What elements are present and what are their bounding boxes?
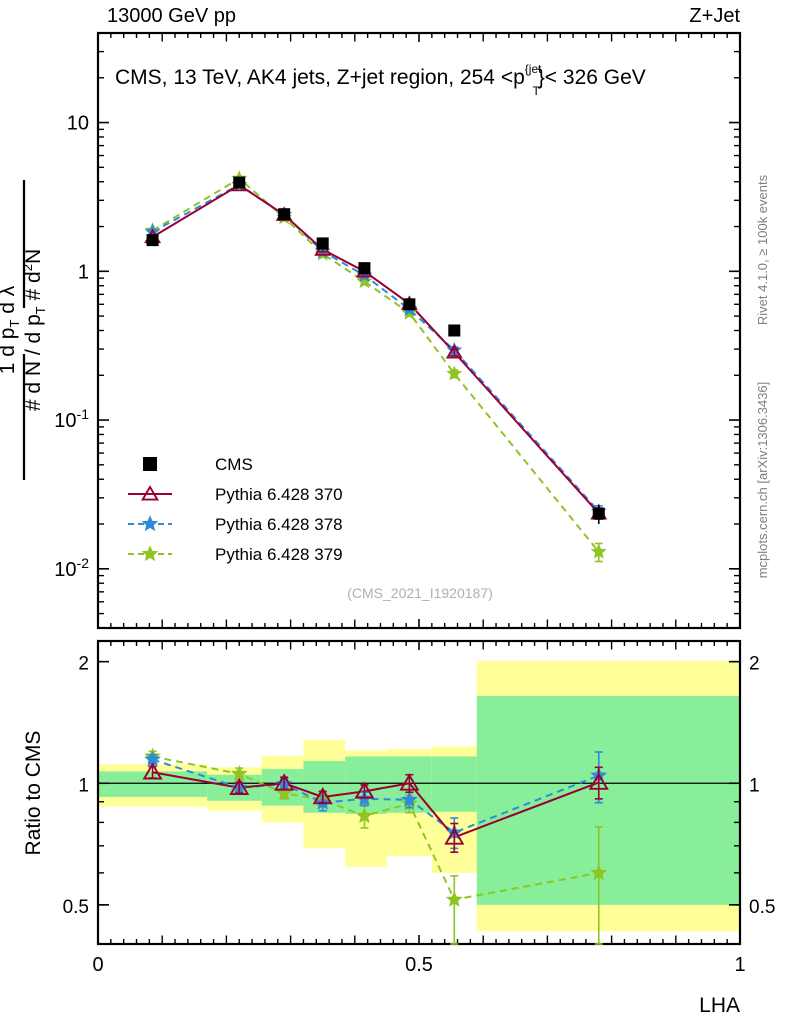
marker-triangle xyxy=(588,772,609,790)
xaxis-label: LHA xyxy=(699,994,740,1017)
marker-star xyxy=(230,765,248,781)
band-inner-6 xyxy=(431,756,477,812)
marker-square xyxy=(233,176,246,189)
marker-star xyxy=(445,890,463,907)
ratio-series-2 xyxy=(152,755,599,901)
marker-triangle xyxy=(354,781,375,799)
marker-square xyxy=(592,507,605,520)
marker-triangle xyxy=(142,762,163,780)
xaxis-tick-label: 1 xyxy=(734,954,745,976)
main-series-pythia-6.428-379 xyxy=(152,177,600,553)
header-collision-energy: 13000 GeV pp xyxy=(107,5,236,27)
marker-star xyxy=(400,791,418,807)
marker-star xyxy=(141,515,159,532)
rivet-version-label: Rivet 4.1.0, ≥ 100k events xyxy=(755,174,770,325)
ratio-tick-label-left: 0.5 xyxy=(63,897,89,918)
yaxis-label-upper: 1 d pT d λ xyxy=(0,285,22,374)
marker-square xyxy=(316,237,329,250)
legend-label-2: Pythia 6.428 378 xyxy=(215,515,343,534)
ratio-tick-label-right: 2 xyxy=(749,654,760,675)
yaxis-tick-label: 10-2 xyxy=(54,555,89,581)
marker-triangle xyxy=(399,773,420,791)
marker-square xyxy=(143,457,157,471)
marker-triangle xyxy=(140,485,160,501)
marker-triangle xyxy=(312,787,333,805)
xaxis-tick-label: 0.5 xyxy=(405,954,433,976)
main-panel-frame xyxy=(96,31,742,630)
marker-square xyxy=(448,324,461,337)
marker-square xyxy=(146,234,159,247)
legend-label-0: CMS xyxy=(215,455,253,474)
marker-star xyxy=(446,365,463,381)
legend-label-1: Pythia 6.428 370 xyxy=(215,485,343,504)
yaxis-label-lower: # d N / d pT # d2N xyxy=(20,249,48,411)
marker-star xyxy=(356,273,373,289)
marker-star xyxy=(275,784,293,801)
legend-label-3: Pythia 6.428 379 xyxy=(215,545,343,564)
yaxis-label: # d N / d pT # d2N1 d pT d λ xyxy=(0,180,48,480)
yaxis-tick-label: 10-1 xyxy=(54,406,89,432)
xaxis-tick-label: 0 xyxy=(92,954,103,976)
ratio-tick-label-right: 0.5 xyxy=(749,897,775,918)
marker-triangle xyxy=(444,827,465,845)
dataset-watermark: (CMS_2021_I1920187) xyxy=(347,585,493,601)
marker-star xyxy=(590,864,608,880)
marker-square xyxy=(278,208,291,221)
yaxis-tick-label: 1 xyxy=(78,261,89,283)
marker-triangle xyxy=(445,344,463,359)
ratio-series-0 xyxy=(152,771,600,839)
marker-square xyxy=(403,298,416,311)
main-plot-title: CMS, 13 TeV, AK4 jets, Z+jet region, 254… xyxy=(115,62,646,98)
marker-square xyxy=(358,262,371,275)
marker-triangle xyxy=(229,777,250,796)
ratio-yaxis-label: Ratio to CMS xyxy=(22,731,45,856)
marker-star xyxy=(141,545,159,562)
marker-star xyxy=(590,543,607,559)
ratio-tick-label-left: 1 xyxy=(78,775,89,796)
band-inner-7 xyxy=(476,695,740,905)
mcplots-reference-label: mcplots.cern.ch [arXiv:1306.3436] xyxy=(755,382,770,579)
header-process: Z+Jet xyxy=(689,5,740,27)
ratio-tick-label-left: 2 xyxy=(78,654,89,675)
marker-triangle xyxy=(274,773,295,791)
marker-star xyxy=(356,807,373,824)
ratio-tick-label-right: 1 xyxy=(749,775,760,796)
yaxis-tick-label: 10 xyxy=(67,113,89,135)
